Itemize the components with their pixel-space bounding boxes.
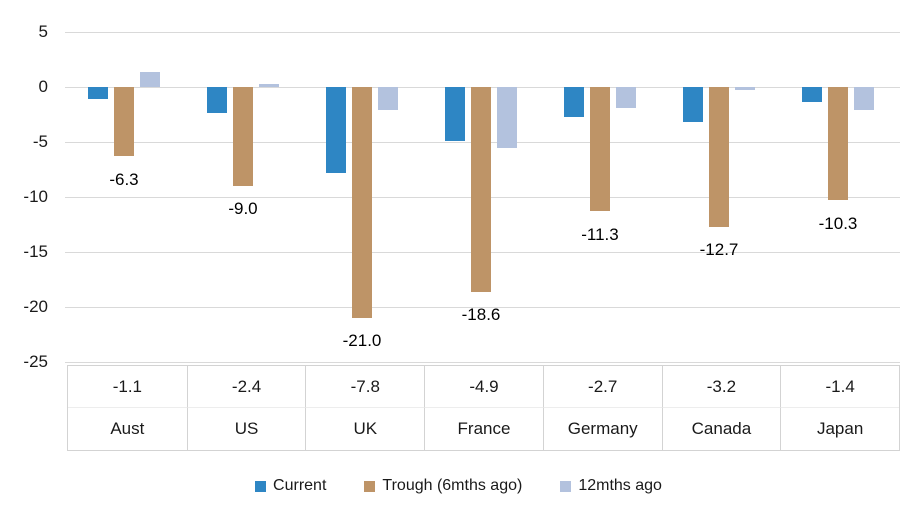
bar-us-series-1 [233, 87, 253, 186]
bar-japan-series-2 [854, 87, 874, 110]
table-value-japan: -1.4 [780, 366, 899, 408]
table-value-france: -4.9 [424, 366, 543, 408]
table-label-uk: UK [305, 408, 424, 450]
y-axis-tick-label: -15 [23, 242, 48, 261]
table-label-japan: Japan [780, 408, 899, 450]
legend-swatch-icon [255, 480, 267, 492]
bar-japan-series-0 [802, 87, 822, 102]
bar-canada-series-1 [709, 87, 729, 227]
bar-us-series-0 [207, 87, 227, 113]
data-label-us: -9.0 [228, 199, 258, 218]
bar-uk-series-0 [326, 87, 346, 173]
bar-germany-series-2 [616, 87, 636, 108]
table-label-aust: Aust [110, 419, 145, 438]
data-label-germany: -11.3 [581, 225, 619, 244]
legend-item-2: 12mths ago [560, 477, 662, 495]
category-data-table: -1.1 -2.4 -7.8 -4.9 -2.7 -3.2 -1.4 Aust US UK Fran… [67, 365, 900, 451]
bar-germany-series-1 [590, 87, 610, 211]
chart-legend: Current Trough (6mths ago) 12mths ago [0, 477, 917, 495]
gridline-y--25 [65, 362, 900, 363]
legend-item-1: Trough (6mths ago) [364, 477, 522, 495]
legend-swatch-icon [364, 480, 376, 492]
table-value-germany: -2.7 [542, 366, 662, 408]
table-label-us: US [186, 408, 306, 450]
y-axis-tick-label: -5 [32, 132, 48, 151]
data-label-aust: -6.3 [109, 170, 139, 189]
data-label-uk: -21.0 [342, 331, 382, 350]
gridline-y-5 [65, 32, 900, 33]
y-axis-tick-label: -20 [23, 297, 48, 316]
table-value-canada: -3.2 [661, 366, 781, 408]
data-label-japan: -10.3 [818, 214, 858, 233]
table-value-us: -2.4 [186, 366, 306, 408]
gridline-y--20 [65, 307, 900, 308]
bar-canada-series-0 [683, 87, 703, 122]
bar-aust-series-2 [140, 72, 160, 87]
bar-uk-series-2 [378, 87, 398, 110]
table-label-france: France [424, 408, 543, 450]
bar-us-series-2 [259, 84, 279, 87]
data-label-canada: -12.7 [699, 240, 739, 259]
legend-label: 12mths ago [578, 477, 662, 494]
table-label-canada: Canada [661, 408, 781, 450]
bar-japan-series-1 [828, 87, 848, 200]
bar-uk-series-1 [352, 87, 372, 318]
legend-label: Trough (6mths ago) [382, 477, 523, 494]
y-axis-tick-label: 0 [38, 77, 48, 96]
table-label-germany: Germany [542, 408, 662, 450]
y-axis-tick-label: 5 [38, 22, 48, 41]
bar-france-series-1 [471, 87, 491, 292]
y-axis-tick-label: -10 [23, 187, 48, 206]
bar-canada-series-2 [735, 87, 755, 90]
table-value-aust: -1.1 [68, 366, 187, 408]
table-value-uk: -7.8 [305, 366, 425, 408]
legend-item-0: Current [255, 477, 326, 495]
data-label-france: -18.6 [461, 305, 501, 324]
legend-label: Current [273, 477, 327, 494]
bar-france-series-2 [497, 87, 517, 148]
bar-aust-series-0 [88, 87, 108, 99]
bar-france-series-0 [445, 87, 465, 141]
legend-swatch-icon [560, 480, 572, 492]
bar-aust-series-1 [114, 87, 134, 156]
y-axis-tick-label: -25 [23, 352, 48, 371]
bar-germany-series-0 [564, 87, 584, 117]
